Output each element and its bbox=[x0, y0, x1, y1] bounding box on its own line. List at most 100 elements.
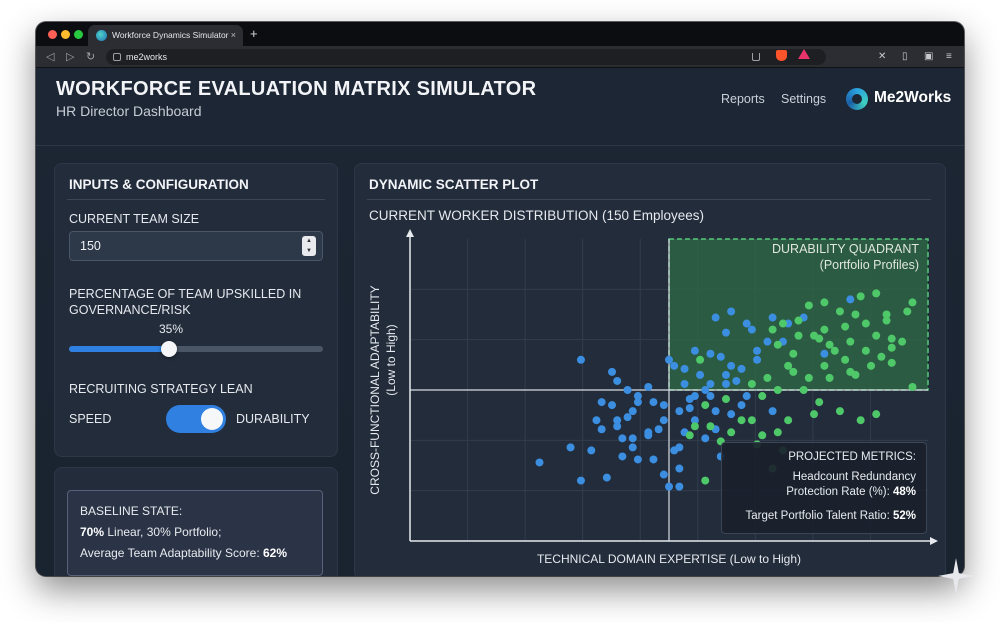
blue-point bbox=[763, 337, 772, 346]
blue-point bbox=[618, 434, 627, 443]
scatter-divider bbox=[367, 199, 931, 200]
blue-point bbox=[613, 422, 622, 431]
green-point bbox=[835, 407, 844, 416]
team-size-label: CURRENT TEAM SIZE bbox=[69, 212, 200, 226]
blue-point bbox=[846, 295, 855, 304]
green-point bbox=[820, 325, 829, 334]
browser-window: Workforce Dynamics Simulator × + ◁ ▷ ↻ m… bbox=[36, 22, 964, 576]
green-point bbox=[810, 410, 819, 419]
blue-point bbox=[649, 398, 658, 407]
blue-point bbox=[675, 482, 684, 491]
blue-point bbox=[675, 407, 684, 416]
green-point bbox=[706, 422, 715, 431]
baseline-line2: 70% Linear, 30% Portfolio; bbox=[80, 525, 222, 539]
blue-point bbox=[628, 434, 637, 443]
green-point bbox=[898, 337, 907, 346]
green-point bbox=[903, 307, 912, 316]
blue-point bbox=[597, 398, 606, 407]
upskill-slider[interactable] bbox=[69, 341, 323, 357]
y-axis-sublabel: (Low to High) bbox=[384, 324, 398, 395]
green-point bbox=[794, 316, 803, 325]
blue-point bbox=[576, 355, 585, 364]
green-point bbox=[825, 373, 834, 382]
metric2-value: 52% bbox=[892, 510, 916, 522]
green-point bbox=[820, 298, 829, 307]
minimize-window-icon[interactable] bbox=[61, 30, 70, 39]
blue-point bbox=[820, 349, 829, 358]
blue-point bbox=[711, 313, 720, 322]
strategy-label: RECRUITING STRATEGY LEAN bbox=[69, 382, 253, 396]
strategy-durability-label: DURABILITY bbox=[236, 412, 310, 426]
rewards-icon[interactable] bbox=[798, 49, 810, 59]
green-point bbox=[872, 289, 881, 298]
back-icon[interactable]: ◁ bbox=[46, 51, 55, 63]
blue-point bbox=[753, 355, 762, 364]
blue-point bbox=[696, 370, 705, 379]
green-point bbox=[861, 346, 870, 355]
green-point bbox=[763, 373, 772, 382]
forward-icon[interactable]: ▷ bbox=[66, 51, 75, 63]
green-point bbox=[867, 361, 876, 370]
upskill-slider-fill bbox=[69, 346, 170, 352]
green-point bbox=[768, 325, 777, 334]
green-point bbox=[820, 361, 829, 370]
blue-point bbox=[623, 413, 632, 422]
metric2-line: Target Portfolio Talent Ratio: 52% bbox=[745, 510, 916, 522]
x-axis-arrow bbox=[930, 537, 938, 545]
url-text: me2works bbox=[126, 52, 168, 62]
green-point bbox=[856, 292, 865, 301]
green-point bbox=[841, 322, 850, 331]
blue-point bbox=[670, 361, 679, 370]
new-tab-icon[interactable]: + bbox=[250, 26, 258, 41]
blue-point bbox=[680, 379, 689, 388]
green-point bbox=[908, 382, 917, 391]
blue-point bbox=[608, 401, 617, 410]
site-info-icon[interactable] bbox=[113, 53, 121, 61]
green-point bbox=[794, 331, 803, 340]
blue-point bbox=[742, 392, 751, 401]
blue-point bbox=[727, 361, 736, 370]
upskill-label-line1: PERCENTAGE OF TEAM UPSKILLED IN bbox=[69, 287, 302, 301]
upskill-slider-thumb[interactable] bbox=[161, 341, 178, 357]
baseline-line3: Average Team Adaptability Score: 62% bbox=[80, 546, 288, 560]
green-point bbox=[789, 349, 798, 358]
sidebar-icon[interactable]: ▯ bbox=[902, 51, 908, 62]
green-point bbox=[758, 392, 767, 401]
metric1-line: Protection Rate (%): 48% bbox=[786, 486, 916, 498]
brave-shield-icon[interactable] bbox=[776, 50, 787, 61]
green-point bbox=[701, 476, 710, 485]
team-size-input[interactable]: 150 ▲ ▼ bbox=[69, 231, 323, 261]
blue-point bbox=[649, 455, 658, 464]
blue-point bbox=[665, 482, 673, 491]
strategy-speed-label: SPEED bbox=[69, 412, 112, 426]
team-size-stepper[interactable]: ▲ ▼ bbox=[302, 236, 316, 256]
blue-point bbox=[706, 392, 715, 401]
browser-tab[interactable]: Workforce Dynamics Simulator × bbox=[88, 25, 243, 46]
share-icon[interactable] bbox=[752, 53, 760, 61]
blue-point bbox=[597, 425, 606, 434]
green-point bbox=[696, 355, 705, 364]
reload-icon[interactable]: ↻ bbox=[86, 51, 96, 63]
brand-mark-icon bbox=[846, 88, 868, 110]
url-field[interactable]: me2works bbox=[106, 49, 826, 65]
scatter-panel: DYNAMIC SCATTER PLOT CURRENT WORKER DIST… bbox=[354, 163, 946, 576]
blue-point bbox=[742, 319, 751, 328]
blue-point bbox=[721, 370, 730, 379]
nav-reports[interactable]: Reports bbox=[721, 92, 765, 106]
wallet-icon[interactable]: ▣ bbox=[924, 51, 934, 62]
green-point bbox=[841, 355, 850, 364]
blue-point bbox=[633, 398, 642, 407]
extension-icon[interactable]: ✕ bbox=[878, 51, 887, 62]
green-point bbox=[851, 370, 860, 379]
blue-point bbox=[675, 464, 684, 473]
close-window-icon[interactable] bbox=[48, 30, 57, 39]
blue-point bbox=[768, 407, 777, 416]
menu-icon[interactable]: ≡ bbox=[946, 51, 952, 62]
maximize-window-icon[interactable] bbox=[74, 30, 83, 39]
projected-metrics: PROJECTED METRICS: Headcount Redundancy … bbox=[721, 442, 927, 534]
strategy-toggle[interactable] bbox=[166, 405, 226, 433]
nav-settings[interactable]: Settings bbox=[781, 92, 827, 106]
blue-point bbox=[690, 416, 699, 425]
blue-point bbox=[711, 407, 720, 416]
tab-close-icon[interactable]: × bbox=[230, 30, 236, 40]
